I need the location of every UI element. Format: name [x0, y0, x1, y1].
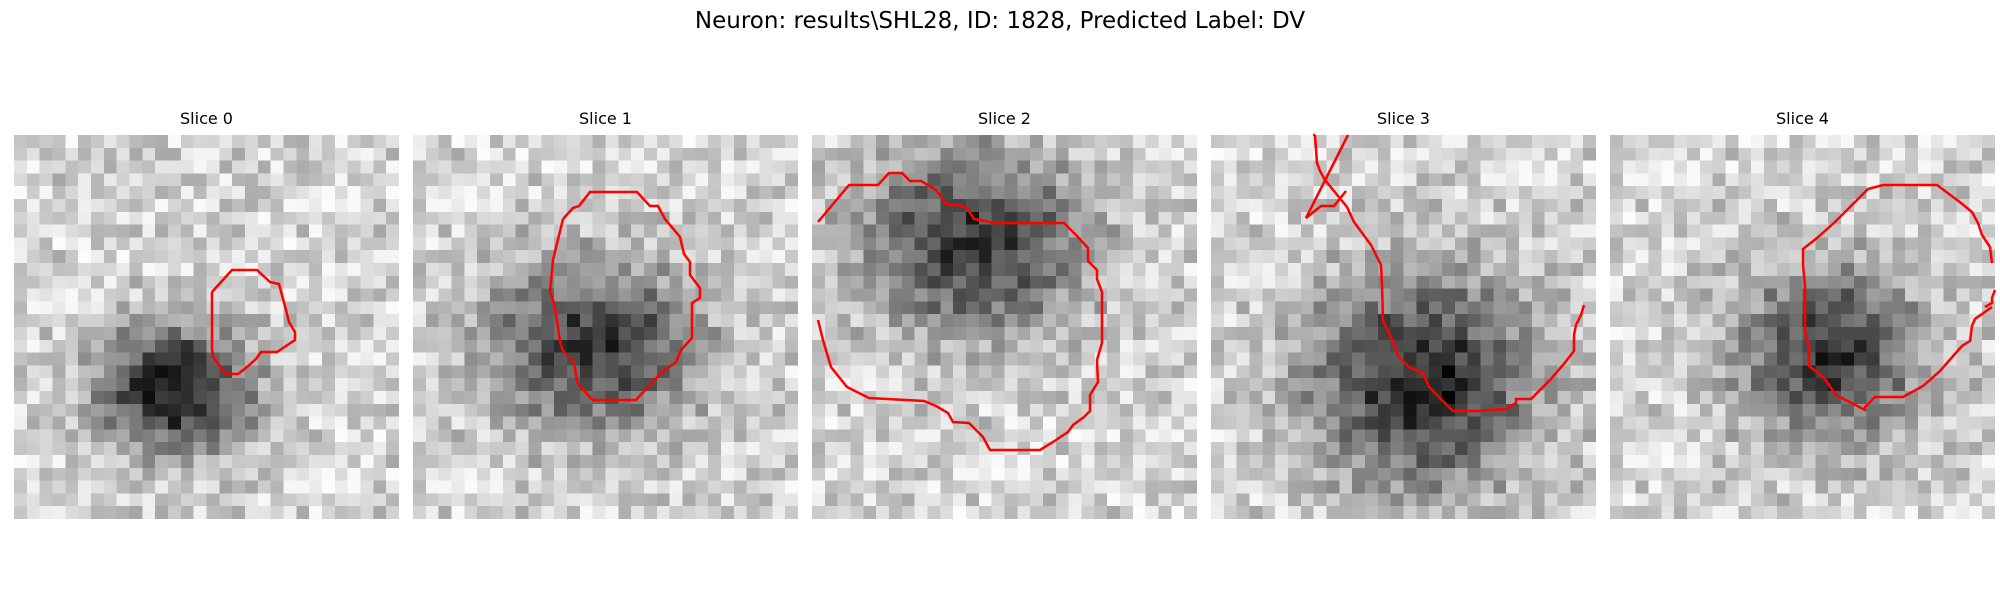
contour-line [1313, 134, 1586, 413]
slice-title: Slice 4 [1776, 109, 1829, 128]
slice-title: Slice 2 [978, 109, 1031, 128]
slice-contour [548, 190, 702, 402]
slice-contour [210, 268, 297, 376]
contour-line [548, 190, 702, 402]
slice-image [413, 135, 798, 519]
slice-image [14, 135, 399, 519]
slice-title: Slice 3 [1377, 109, 1430, 128]
slice-contour [1304, 133, 1586, 413]
contour-line [1801, 183, 1994, 413]
contour-line [1984, 289, 1997, 309]
slice-title: Slice 1 [579, 109, 632, 128]
slice-image [812, 135, 1197, 519]
slice-image [1211, 135, 1596, 519]
slice-image [1610, 135, 1995, 519]
slice-contour [1801, 183, 1997, 413]
contour-line [210, 268, 297, 376]
slice-contour [816, 171, 1104, 452]
slice-title: Slice 0 [180, 109, 233, 128]
contour-line [1304, 134, 1350, 219]
figure-title: Neuron: results\SHL28, ID: 1828, Predict… [694, 8, 1306, 34]
contour-line [816, 171, 1104, 452]
